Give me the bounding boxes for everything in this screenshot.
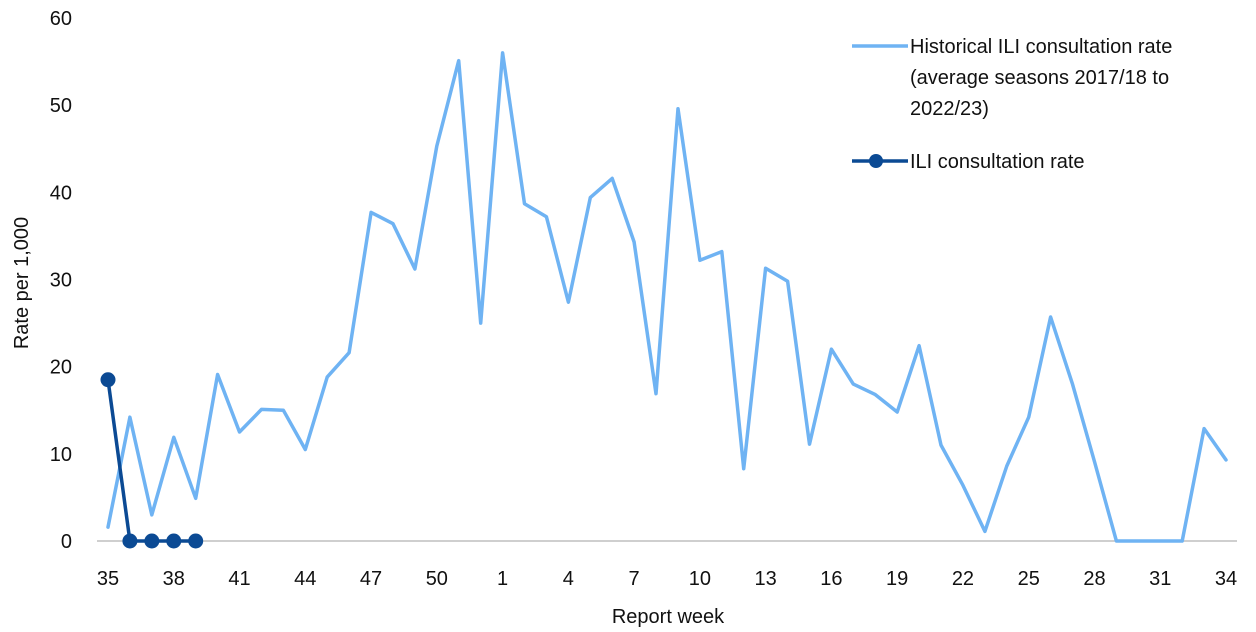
x-tick-label: 28 (1083, 568, 1105, 590)
x-tick-label: 25 (1018, 568, 1040, 590)
y-tick-label: 20 (50, 357, 72, 379)
data-point (100, 372, 116, 388)
y-axis-label: Rate per 1,000 (11, 217, 33, 349)
x-tick-label: 34 (1215, 568, 1237, 590)
x-tick-label: 22 (952, 568, 974, 590)
x-tick-label: 38 (163, 568, 185, 590)
data-point (188, 533, 204, 549)
legend-item-ili: ILI consultation rate (852, 151, 1085, 173)
x-axis-label: Report week (612, 606, 725, 628)
data-point (166, 533, 182, 549)
x-tick-label: 50 (426, 568, 448, 590)
data-point (144, 533, 160, 549)
series-layer (100, 51, 1228, 549)
x-tick-label: 16 (820, 568, 842, 590)
x-tick-label: 1 (497, 568, 508, 590)
x-tick-label: 19 (886, 568, 908, 590)
legend-item-historical: Historical ILI consultation rate (average… (852, 36, 1172, 120)
y-tick-label: 60 (50, 8, 72, 30)
y-tick-label: 10 (50, 444, 72, 466)
x-tick-label: 44 (294, 568, 316, 590)
y-tick-label: 30 (50, 270, 72, 292)
legend-marker-ili (869, 154, 883, 168)
x-tick-label: 4 (563, 568, 574, 590)
series-line-0 (106, 51, 1228, 543)
y-axis-ticks: 0 10 20 30 40 50 60 (50, 8, 72, 553)
x-tick-label: 35 (97, 568, 119, 590)
y-tick-label: 0 (61, 531, 72, 553)
x-tick-label: 10 (689, 568, 711, 590)
legend-label-ili: ILI consultation rate (910, 151, 1085, 173)
x-tick-label: 41 (228, 568, 250, 590)
x-tick-label: 13 (755, 568, 777, 590)
y-tick-label: 40 (50, 182, 72, 204)
legend: Historical ILI consultation rate (average… (852, 36, 1172, 173)
legend-label-historical: Historical ILI consultation rate (average… (910, 36, 1172, 120)
x-tick-label: 31 (1149, 568, 1171, 590)
x-axis-ticks: 35 38 41 44 47 50 1 4 7 10 13 16 19 22 25 28 31 34 (97, 568, 1237, 590)
x-tick-label: 47 (360, 568, 382, 590)
data-point (122, 533, 138, 549)
y-tick-label: 50 (50, 95, 72, 117)
x-tick-label: 7 (629, 568, 640, 590)
